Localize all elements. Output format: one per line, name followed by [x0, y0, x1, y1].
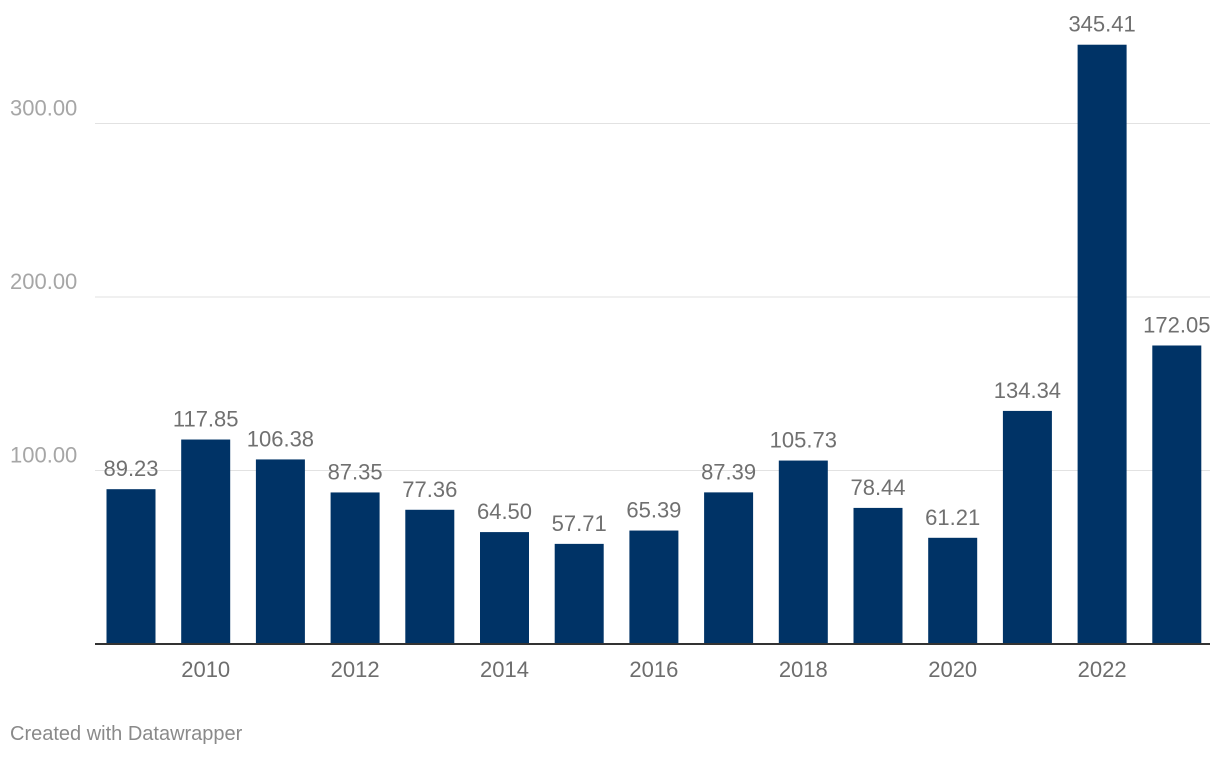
x-tick-label: 2012: [331, 657, 380, 682]
x-tick-label: 2020: [928, 657, 977, 682]
bar-2014: [480, 532, 529, 644]
bar-2016: [629, 530, 679, 644]
data-label-2013: 77.36: [402, 477, 457, 502]
bar-2009: [106, 489, 156, 644]
data-label-2021: 134.34: [994, 378, 1061, 403]
x-axis-tick-labels: 2010 2012 2014 2016 2018 2020 2022: [181, 657, 1126, 682]
x-tick-label: 2016: [629, 657, 678, 682]
data-label-2023: 172.05: [1143, 312, 1210, 337]
bars: [106, 44, 1202, 645]
data-label-2018: 105.73: [770, 428, 837, 453]
x-tick-label: 2022: [1078, 657, 1127, 682]
bar-2015: [554, 543, 604, 644]
bar-2017: [704, 492, 754, 644]
x-tick-label: 2018: [779, 657, 828, 682]
x-tick-label: 2010: [181, 657, 230, 682]
data-label-2014: 64.50: [477, 499, 532, 524]
bar-2020: [928, 537, 978, 644]
data-label-2016: 65.39: [626, 498, 681, 523]
bar-2012: [330, 492, 380, 644]
data-label-2015: 57.71: [552, 511, 607, 536]
bar-2023: [1152, 345, 1202, 644]
data-labels: 89.23 117.85 106.38 87.35 77.36 64.50 57.71 65.…: [103, 12, 1210, 536]
bar-2021: [1002, 410, 1052, 644]
bar-2019: [853, 507, 903, 644]
data-label-2011: 106.38: [247, 426, 314, 451]
y-tick-label: 300.00: [10, 96, 77, 121]
bar-2022: [1077, 44, 1127, 645]
x-tick-label: 2014: [480, 657, 529, 682]
data-label-2012: 87.35: [328, 459, 383, 484]
data-label-2019: 78.44: [850, 475, 905, 500]
data-label-2020: 61.21: [925, 505, 980, 530]
bar-2013: [405, 509, 455, 644]
y-axis-tick-labels: 100.00 200.00 300.00: [10, 96, 77, 468]
data-label-2017: 87.39: [701, 459, 756, 484]
bar-2011: [255, 459, 305, 644]
datawrapper-credit: Created with Datawrapper: [10, 723, 243, 745]
bar-2010: [181, 439, 231, 644]
bar-2018: [778, 460, 828, 644]
data-label-2010: 117.85: [173, 407, 239, 432]
y-tick-label: 100.00: [10, 443, 77, 468]
data-label-2022: 345.41: [1068, 12, 1135, 37]
y-tick-label: 200.00: [10, 269, 77, 294]
data-label-2009: 89.23: [103, 456, 158, 481]
